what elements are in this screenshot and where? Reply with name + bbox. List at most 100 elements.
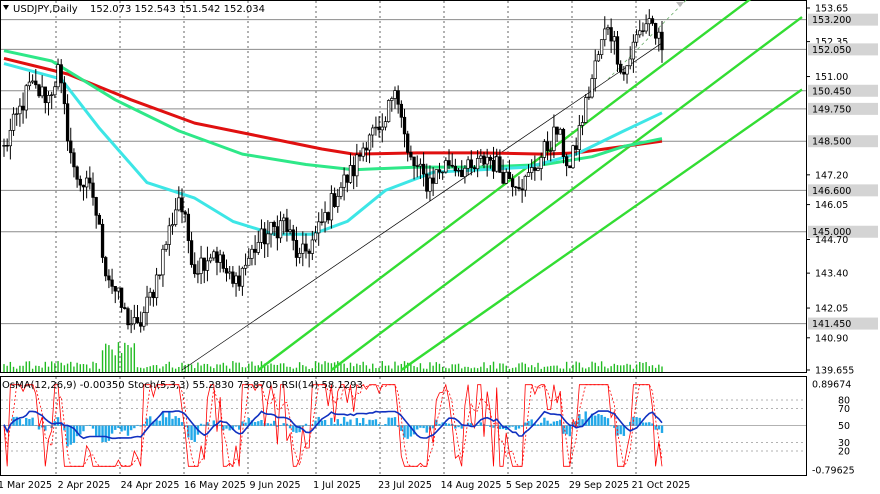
osma-bar xyxy=(657,425,661,430)
candle-body xyxy=(352,165,356,177)
candle-body xyxy=(142,312,146,327)
candle-body xyxy=(339,186,343,197)
osma-bar xyxy=(444,423,448,426)
osma-bar xyxy=(247,417,250,426)
osma-bar xyxy=(562,425,565,434)
candle-body xyxy=(488,156,492,161)
candle-body xyxy=(421,163,426,175)
osma-bar xyxy=(406,425,409,439)
osma-bar xyxy=(292,425,295,432)
candle-body xyxy=(243,264,248,269)
osma-bar xyxy=(435,419,438,426)
osma-bar xyxy=(75,425,79,437)
candle-body xyxy=(123,307,127,309)
candle-body xyxy=(256,242,260,253)
candle-body xyxy=(425,173,429,192)
osma-bar xyxy=(508,425,511,428)
osma-bar xyxy=(285,423,289,426)
osma-bar xyxy=(69,425,72,445)
candle-body xyxy=(177,197,181,211)
osma-bar xyxy=(384,424,387,426)
osma-bar xyxy=(590,413,594,426)
candle-body xyxy=(11,113,16,131)
candle-body xyxy=(653,23,658,39)
channel-line xyxy=(330,16,803,371)
osma-bar xyxy=(323,419,327,426)
candle-body xyxy=(641,30,645,32)
candle-body xyxy=(323,212,327,223)
chart-shift-marker-icon[interactable] xyxy=(676,2,684,7)
osma-bar xyxy=(540,422,543,426)
candle-body xyxy=(59,64,63,84)
osc-tick-label: 0.89674 xyxy=(812,380,851,391)
osma-bar xyxy=(31,417,34,426)
candle-body xyxy=(593,60,597,79)
osma-bar xyxy=(346,421,349,426)
osma-bar xyxy=(619,425,622,435)
osma-bar xyxy=(336,419,339,426)
candle-body xyxy=(495,156,499,172)
osma-bar xyxy=(145,418,149,426)
candle-body xyxy=(599,39,604,55)
candle-body xyxy=(561,128,566,158)
candle-body xyxy=(158,274,162,277)
candle-body xyxy=(94,197,98,216)
candle-body xyxy=(644,23,648,32)
osma-bar xyxy=(390,417,394,426)
candle-body xyxy=(336,195,340,207)
osma-bar xyxy=(40,425,44,428)
candle-body xyxy=(291,229,295,241)
osma-bar xyxy=(250,420,254,426)
candle-body xyxy=(355,154,359,177)
osma-bar xyxy=(524,422,527,426)
osma-bar xyxy=(253,422,257,426)
price-level-tag-text: 141.450 xyxy=(812,319,851,330)
osma-bar xyxy=(492,425,495,428)
osma-bar xyxy=(514,425,517,430)
osma-bar xyxy=(218,424,222,426)
osma-bar xyxy=(193,425,196,442)
osma-bar xyxy=(203,424,206,426)
osma-bar xyxy=(371,420,374,426)
osc-tick-label: 80 xyxy=(838,396,850,407)
channel-extension xyxy=(607,0,687,80)
osma-bar xyxy=(21,424,25,426)
candle-body xyxy=(466,159,470,169)
price-tick-label: 147.20 xyxy=(815,170,848,181)
osma-bar xyxy=(352,425,355,427)
candle-body xyxy=(412,156,416,166)
price-level-tag-text: 146.600 xyxy=(812,186,851,197)
osma-bar xyxy=(225,425,228,429)
osma-bar xyxy=(94,425,98,436)
osma-bar xyxy=(15,416,18,426)
ohlc-values: 152.073 152.543 151.542 152.034 xyxy=(90,4,265,15)
osma-bar xyxy=(438,423,441,426)
candle-body xyxy=(520,188,524,191)
osma-bar xyxy=(72,425,76,443)
price-level-tag xyxy=(808,84,878,97)
symbol-arrow-icon[interactable] xyxy=(3,5,9,10)
candle-body xyxy=(444,160,448,173)
candle-body xyxy=(536,168,540,171)
osma-bar xyxy=(651,423,654,426)
price-level-tag xyxy=(808,102,878,115)
candle-body xyxy=(558,128,562,135)
candle-body xyxy=(542,141,547,158)
candle-body xyxy=(259,228,264,243)
candle-body xyxy=(456,169,461,172)
candle-body xyxy=(183,211,187,215)
candle-body xyxy=(631,41,636,60)
osma-bar xyxy=(460,425,463,429)
candle-body xyxy=(434,169,438,184)
time-label: 21 Oct 2025 xyxy=(632,480,691,491)
osma-bar xyxy=(629,421,632,426)
osma-bar xyxy=(543,417,546,426)
candle-body xyxy=(307,250,311,254)
osma-bar xyxy=(365,424,368,426)
osma-bar xyxy=(422,425,425,429)
candle-body xyxy=(167,225,171,245)
osma-bar xyxy=(536,424,540,426)
osma-bar xyxy=(355,418,359,426)
osma-bar xyxy=(44,425,47,431)
